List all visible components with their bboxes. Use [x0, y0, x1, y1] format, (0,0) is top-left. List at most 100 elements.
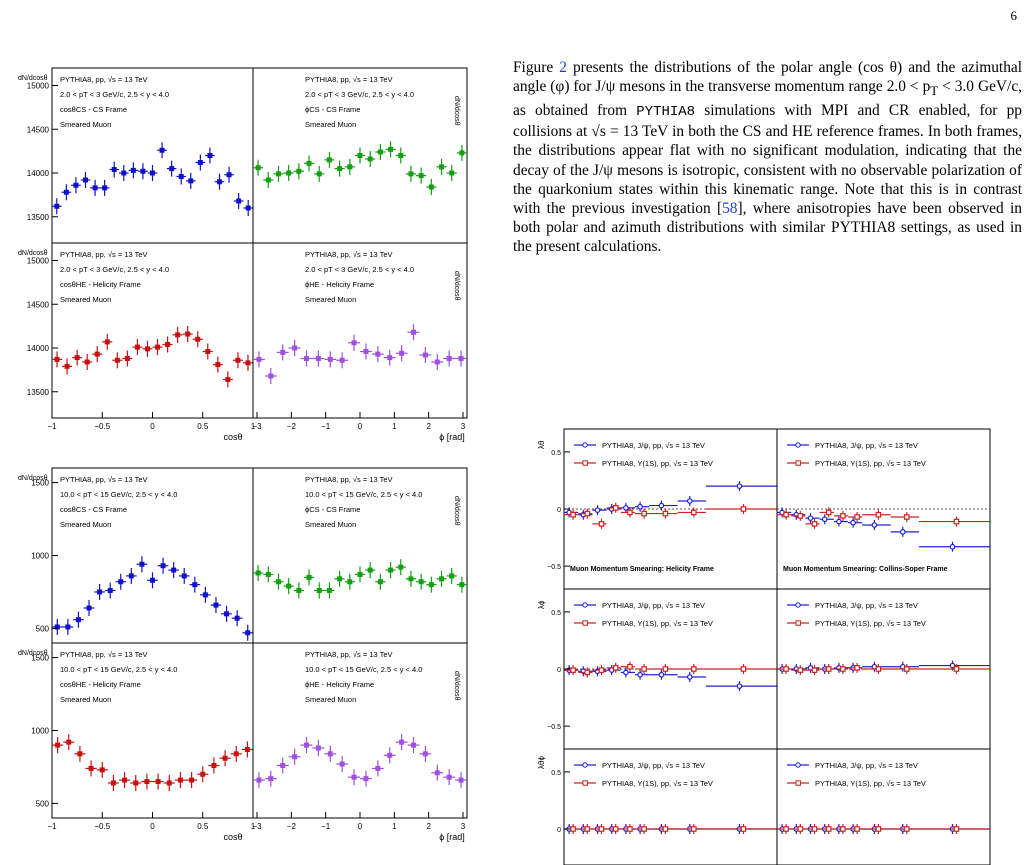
- data-point: [178, 174, 184, 179]
- legend-text: PYTHIA8, pp, √s = 13 TeV: [60, 75, 148, 84]
- jpsi-marker: [899, 529, 906, 535]
- data-point: [55, 742, 61, 748]
- data-point: [65, 624, 71, 630]
- data-point: [73, 182, 79, 188]
- upsilon-marker: [570, 511, 576, 518]
- data-point: [128, 573, 134, 579]
- data-point: [256, 777, 262, 783]
- data-point: [225, 377, 231, 382]
- legend-text: Smeared Muon: [305, 120, 356, 129]
- row-label: λϕ: [537, 600, 546, 609]
- data-point: [347, 164, 353, 170]
- upsilon-marker: [627, 509, 633, 516]
- data-point: [367, 156, 373, 162]
- citation-link[interactable]: 58: [722, 199, 738, 217]
- data-point: [428, 184, 434, 190]
- x-axis-label: cosθ: [223, 432, 242, 442]
- row-label: λθϕ: [537, 756, 546, 769]
- legend-entry: PYTHIA8, J/ψ, pp, √s = 13 TeV: [602, 761, 705, 770]
- x-tick-label: −2: [287, 422, 297, 431]
- data-point: [54, 203, 60, 209]
- data-point: [121, 170, 127, 176]
- data-point: [439, 164, 445, 170]
- text-part: Figure: [513, 59, 560, 76]
- data-point: [202, 592, 208, 598]
- x-tick-label: −3: [252, 422, 262, 431]
- data-point: [165, 342, 171, 347]
- data-point: [66, 739, 72, 745]
- y-tick-label: 0: [557, 507, 561, 514]
- data-point: [459, 582, 465, 588]
- data-point: [351, 774, 357, 780]
- upsilon-marker: [662, 826, 669, 832]
- data-point: [326, 588, 332, 593]
- data-point: [171, 567, 177, 573]
- upsilon-marker: [875, 826, 882, 832]
- data-point: [326, 157, 332, 163]
- legend-text: 2.0 < pT < 3 GeV/c, 2.5 < y < 4.0: [305, 265, 414, 274]
- data-point: [434, 359, 440, 365]
- data-point: [63, 189, 69, 195]
- data-point: [339, 761, 345, 767]
- data-point: [418, 579, 424, 585]
- data-point: [155, 779, 161, 785]
- data-point: [363, 349, 369, 354]
- jpsi-marker: [623, 505, 629, 511]
- y-tick-label: 0.5: [551, 450, 561, 457]
- upsilon-marker: [612, 665, 619, 671]
- data-point: [64, 363, 70, 369]
- data-point: [255, 165, 261, 171]
- text-part: simulations with MPI and CR enabled, for…: [513, 102, 1022, 217]
- y-tick-label: −0.5: [547, 724, 561, 731]
- y-axis-label-right: dN/dcosθ: [453, 96, 460, 126]
- legend-text: PYTHIA8, pp, √s = 13 TeV: [305, 250, 393, 259]
- data-point: [296, 168, 302, 174]
- data-point: [418, 173, 424, 179]
- data-point: [75, 617, 81, 623]
- data-point: [408, 171, 414, 177]
- legend-entry: PYTHIA8, Υ(1S), pp, √s = 13 TeV: [602, 459, 713, 468]
- data-point: [122, 777, 128, 783]
- data-point: [224, 611, 230, 617]
- legend-marker: [795, 602, 801, 608]
- y-tick-label: 14500: [27, 300, 50, 309]
- data-point: [144, 346, 150, 352]
- data-point: [159, 147, 165, 153]
- jpsi-marker: [871, 522, 878, 528]
- upsilon-marker: [641, 666, 647, 672]
- data-point: [411, 329, 416, 335]
- upsilon-marker: [811, 667, 818, 673]
- data-point: [296, 588, 302, 593]
- jpsi-marker: [850, 519, 856, 526]
- x-tick-label: 2: [426, 822, 431, 831]
- data-point: [377, 579, 383, 585]
- x-tick-label: 3: [461, 822, 466, 831]
- legend-text: PYTHIA8, pp, √s = 13 TeV: [305, 475, 393, 484]
- upsilon-marker: [740, 826, 747, 832]
- x-tick-label: −3: [252, 822, 262, 831]
- data-point: [245, 360, 251, 366]
- upsilon-marker: [953, 826, 960, 832]
- upsilon-marker: [598, 521, 605, 527]
- data-point: [235, 357, 241, 363]
- data-point: [150, 170, 155, 176]
- upsilon-marker: [598, 826, 605, 832]
- text-part: < 3.0 GeV/c, as obtained from: [513, 78, 1022, 120]
- data-point: [111, 167, 117, 172]
- data-point: [244, 746, 250, 752]
- data-point: [434, 770, 440, 776]
- y-tick-label: 13500: [27, 388, 50, 397]
- y-axis-label-right: dN/dcosθ: [453, 271, 460, 301]
- y-tick-label: 1500: [31, 479, 49, 488]
- data-point: [245, 630, 251, 636]
- data-point: [102, 185, 108, 191]
- data-point: [211, 763, 217, 768]
- legend-text: 10.0 < pT < 15 GeV/c, 2.5 < y < 4.0: [305, 665, 422, 674]
- data-point: [306, 160, 312, 166]
- data-point: [245, 205, 251, 211]
- y-axis-label: dN/dcosθ: [18, 650, 48, 657]
- legend-entry: PYTHIA8, Υ(1S), pp, √s = 13 TeV: [602, 779, 713, 788]
- data-point: [377, 149, 383, 155]
- data-point: [339, 357, 345, 363]
- figure-ref-link[interactable]: 2: [559, 59, 567, 76]
